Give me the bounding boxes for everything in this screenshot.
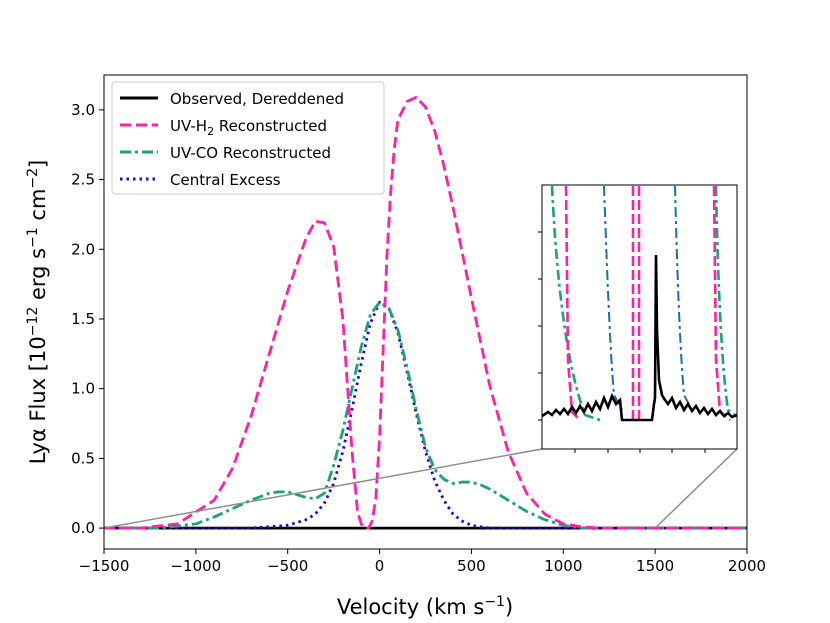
- legend-box: [111, 81, 385, 195]
- y-tick-label: 1.5: [71, 310, 95, 328]
- y-axis: 0.0 0.5 1.0 1.5 2.0 2.5 3.0: [71, 101, 104, 537]
- x-tick-label: −1000: [170, 557, 221, 575]
- inset-observed-line: [542, 254, 737, 422]
- legend-label-observed: Observed, Dereddened: [170, 90, 344, 108]
- inset-central-excess-right: [674, 185, 693, 411]
- x-tick-label: −1500: [79, 557, 130, 575]
- legend-label-uv-co: UV-CO Reconstructed: [170, 144, 331, 162]
- y-tick-label: 2.5: [71, 171, 95, 189]
- y-tick-label: 0.0: [71, 519, 95, 537]
- y-axis-label: Lyα Flux [10−12 erg s−1 cm−2]: [25, 160, 50, 465]
- x-tick-label: −500: [267, 557, 308, 575]
- x-tick-label: 1000: [544, 557, 582, 575]
- x-axis-label: Velocity (km s−1): [337, 594, 513, 619]
- zoom-connector-right: [654, 448, 738, 529]
- inset-central-excess-left: [603, 185, 623, 411]
- inset-uv-co-right: [714, 185, 737, 418]
- inset-panel: [538, 184, 738, 453]
- zoom-connector-left: [103, 448, 543, 529]
- inset-uv-h2-left: [564, 185, 581, 421]
- x-tick-label: 1500: [636, 557, 674, 575]
- x-tick-label: 500: [457, 557, 486, 575]
- legend: Observed, Dereddened UV-H2 Reconstructed…: [111, 81, 385, 195]
- x-tick-label: 2000: [728, 557, 766, 575]
- y-tick-label: 3.0: [71, 101, 95, 119]
- x-tick-label: 0: [375, 557, 385, 575]
- legend-label-uv-h2: UV-H2 Reconstructed: [170, 117, 327, 138]
- plot-lines: [104, 95, 747, 530]
- legend-label-central-excess: Central Excess: [170, 171, 281, 189]
- series-line-uv-h2-reconstructed: [104, 95, 747, 530]
- inset-ticks: [538, 231, 706, 453]
- y-tick-label: 0.5: [71, 449, 95, 467]
- x-axis: −1500 −1000 −500 0 500 1000 1500 2000: [79, 549, 766, 575]
- zoom-connector-lines: [103, 448, 738, 529]
- y-tick-label: 1.0: [71, 380, 95, 398]
- plot-frame: [103, 74, 748, 550]
- y-tick-label: 2.0: [71, 240, 95, 258]
